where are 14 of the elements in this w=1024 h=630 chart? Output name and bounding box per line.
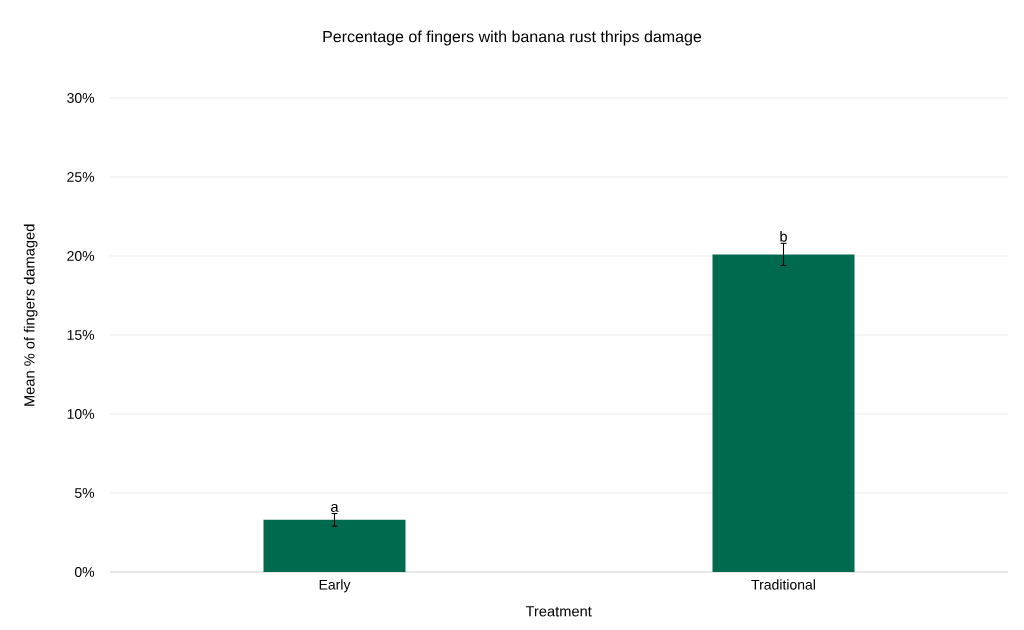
annotation: a <box>331 503 339 512</box>
y-tick-label: 5% <box>74 488 95 498</box>
x-tick-label: Early <box>319 579 351 593</box>
y-axis-title: Mean % of fingers damaged <box>23 224 38 406</box>
x-tick-label: Traditional <box>751 579 815 590</box>
y-tick-label: 30% <box>67 93 95 103</box>
y-tick-label: 25% <box>67 172 95 182</box>
x-axis-title: Treatment <box>525 606 592 617</box>
chart-title: Percentage of fingers with banana rust thrips damage <box>323 30 702 46</box>
y-tick-label: 15% <box>67 330 95 340</box>
annotation: b <box>780 230 787 242</box>
y-tick-label: 0% <box>74 567 95 577</box>
y-tick-label: 10% <box>67 409 95 419</box>
y-tick-label: 20% <box>67 251 95 261</box>
